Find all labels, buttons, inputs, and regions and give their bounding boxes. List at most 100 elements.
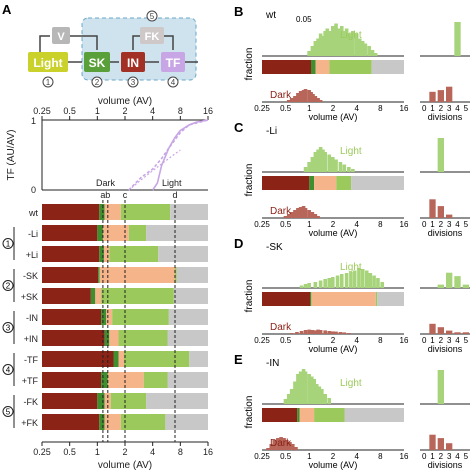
div-light-bar — [454, 22, 461, 56]
schematic-circles: 1 2 3 4 5 — [42, 10, 179, 88]
light-hist-bar — [318, 280, 323, 288]
panel-bar-segment — [309, 176, 315, 190]
bar-segment — [176, 267, 208, 283]
group-number: 5 — [6, 408, 11, 417]
dark-label: Dark — [270, 438, 292, 449]
panel-bar-segment — [314, 408, 345, 422]
panel-label: E — [234, 352, 243, 367]
schematic: V Light SK IN TF FK 1 2 3 4 5 — [28, 10, 198, 88]
bar-segment — [120, 414, 166, 430]
bars-xtick-label: 1 — [95, 447, 100, 457]
tf-top-tick-label: 4 — [150, 106, 155, 116]
dark-hist-bar — [272, 440, 277, 450]
bars-xtick-label: 2 — [122, 447, 127, 457]
bar-segment — [97, 225, 103, 241]
light-hist-bar — [312, 379, 317, 404]
div-dark-bar — [429, 434, 436, 450]
div-light-bar — [437, 138, 444, 172]
tf-curve-unstable — [128, 149, 181, 191]
light-label: Light — [340, 378, 362, 389]
fraction-label: fraction — [244, 396, 255, 429]
bars-xlabel: volume (AV) — [98, 460, 152, 471]
volume-tick: 1 — [307, 452, 312, 461]
dark-hist-bar — [318, 100, 323, 102]
div-tick: 0 — [422, 220, 427, 229]
bar-row-label: +SK — [21, 292, 38, 302]
light-hist-bar — [310, 157, 315, 172]
fraction-label: fraction — [244, 48, 255, 81]
dark-hist-bar — [294, 447, 298, 450]
div-dark-bar — [429, 91, 436, 102]
panel-bar-segment — [375, 292, 378, 306]
volume-tick: 8 — [378, 220, 383, 229]
dark-hist-bar — [313, 214, 318, 218]
dark-label: Dark — [270, 206, 292, 217]
bar-segment — [158, 246, 208, 262]
light-hist-bar — [325, 28, 330, 56]
dark-hist-bar — [289, 212, 294, 218]
div-tick: 4 — [455, 452, 460, 461]
node-sk-label: SK — [89, 56, 106, 70]
bar-segment — [42, 267, 99, 283]
bar-row-label: +Li — [26, 250, 38, 260]
volume-label: volume (AV) — [309, 228, 358, 238]
bar-segment — [99, 414, 105, 430]
light-hist-bar — [373, 53, 378, 56]
panel-condition: wt — [265, 10, 276, 21]
bar-row-label: +IN — [24, 334, 38, 344]
light-hist-bar — [293, 381, 297, 404]
fraction-label: fraction — [244, 164, 255, 197]
div-tick: 2 — [439, 104, 444, 113]
volume-tick: 16 — [400, 336, 409, 345]
panel-bar-segment — [315, 60, 330, 74]
bar-segment — [120, 204, 171, 220]
div-dark-bar — [437, 90, 444, 102]
dark-hist-bar — [282, 438, 286, 450]
light-hist-bar — [339, 274, 344, 288]
dark-hist-bar — [286, 100, 291, 102]
volume-tick: 2 — [331, 336, 336, 345]
bar-segment — [165, 414, 208, 430]
group-circle — [2, 238, 14, 249]
light-hist-bar — [327, 278, 332, 288]
dark-hist-bar — [301, 90, 306, 102]
div-light-bar — [454, 276, 461, 288]
dark-hist-bar — [316, 216, 320, 218]
marker-label: b — [105, 190, 110, 200]
bars-xtick-label: 4 — [150, 447, 155, 457]
dark-hist-bar — [276, 438, 280, 450]
light-hist-bar — [317, 386, 322, 404]
bar-segment — [146, 393, 208, 409]
panel-label: B — [234, 4, 243, 19]
light-hist-bar — [313, 152, 318, 172]
dark-hist-bar — [338, 332, 343, 334]
light-hist-bar — [370, 50, 375, 56]
dark-hist-bar — [311, 94, 315, 102]
group-number: 3 — [6, 324, 11, 333]
tf-ytick-1: 1 — [31, 116, 36, 126]
bars-xticks: 0.25 0.5 1 2 4 8 16 — [33, 442, 213, 457]
light-hist-bar — [335, 275, 340, 288]
bar-segment — [42, 393, 98, 409]
dark-hist-bar — [283, 216, 288, 218]
tf-top-tick-label: 2 — [122, 106, 127, 116]
bars-xtick-label: 16 — [203, 447, 213, 457]
bar-segment — [42, 246, 100, 262]
div-light-bar — [462, 284, 469, 288]
bar-segment — [110, 393, 147, 409]
bar-segment — [109, 330, 119, 346]
div-light-bar — [446, 272, 453, 288]
panel-bar-segment — [344, 408, 404, 422]
light-hist-bar — [327, 154, 332, 172]
volume-label: volume (AV) — [309, 344, 358, 354]
bar-segment — [42, 288, 91, 304]
volume-label: volume (AV) — [309, 112, 358, 122]
panel-bar-segment — [336, 176, 352, 190]
light-hist-bar — [327, 31, 332, 56]
svg-text:1: 1 — [46, 78, 51, 87]
div-tick: 4 — [455, 220, 460, 229]
light-hist-bar — [320, 389, 324, 404]
